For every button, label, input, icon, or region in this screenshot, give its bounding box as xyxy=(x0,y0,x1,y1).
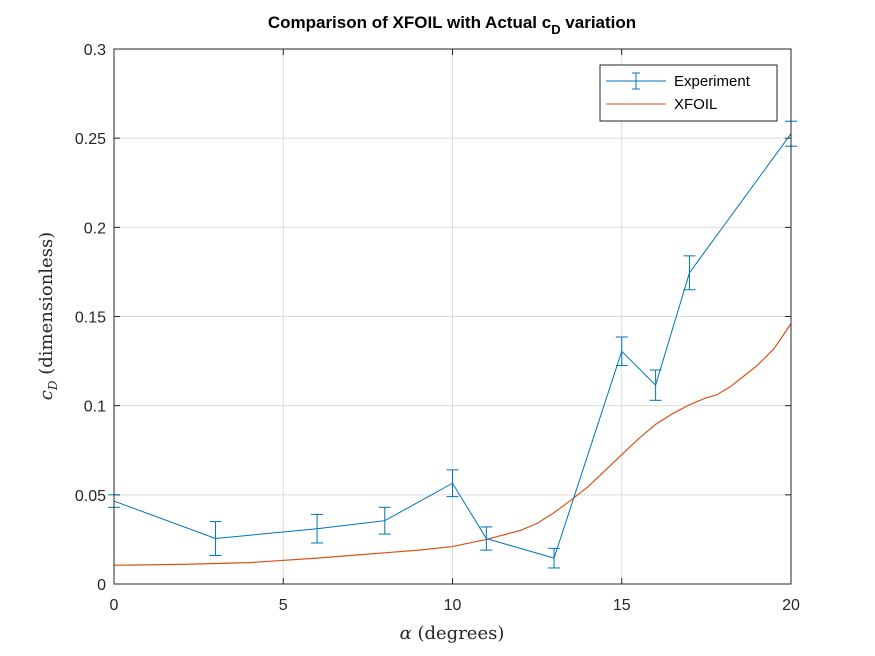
experiment-errorbar xyxy=(311,513,324,544)
legend-experiment-label: Experiment xyxy=(674,73,751,90)
y-axis-label: cD (dimensionless) xyxy=(36,232,60,400)
experiment-errorbar xyxy=(378,506,391,535)
y-tick-label: 0.25 xyxy=(75,131,106,148)
experiment-errorbar xyxy=(209,521,222,556)
y-tick-label: 0.15 xyxy=(75,310,106,327)
y-tick-label: 0.1 xyxy=(84,399,106,416)
x-tick-label: 5 xyxy=(279,597,288,614)
x-tick-label: 15 xyxy=(613,597,631,614)
x-tick-label: 10 xyxy=(444,597,462,614)
experiment-errorbar xyxy=(446,469,459,498)
axes-box xyxy=(113,48,792,585)
experiment-errorbar xyxy=(615,336,628,367)
x-axis-label: α (degrees) xyxy=(400,623,505,644)
experiment-errorbar xyxy=(649,369,662,401)
legend: Experiment XFOIL xyxy=(599,64,778,122)
x-tick-label: 20 xyxy=(782,597,800,614)
y-tick-label: 0 xyxy=(97,577,106,594)
y-tick-label: 0.05 xyxy=(75,488,106,505)
series-xfoil xyxy=(113,323,792,566)
experiment-errorbar xyxy=(683,255,696,291)
x-tick-label: 0 xyxy=(110,597,119,614)
chart-title: Comparison of XFOIL with Actual cD varia… xyxy=(268,13,636,37)
x-tick-labels: 0 5 10 15 20 xyxy=(110,597,800,614)
xfoil-line xyxy=(113,323,792,566)
y-tick-label: 0.3 xyxy=(84,42,106,59)
y-tick-label: 0.2 xyxy=(84,220,106,237)
legend-xfoil-label: XFOIL xyxy=(674,96,717,113)
experiment-errorbar xyxy=(480,526,493,551)
experiment-errorbar xyxy=(548,547,561,569)
y-tick-labels: 0 0.05 0.1 0.15 0.2 0.25 0.3 xyxy=(75,42,106,594)
legend-box xyxy=(599,64,778,122)
